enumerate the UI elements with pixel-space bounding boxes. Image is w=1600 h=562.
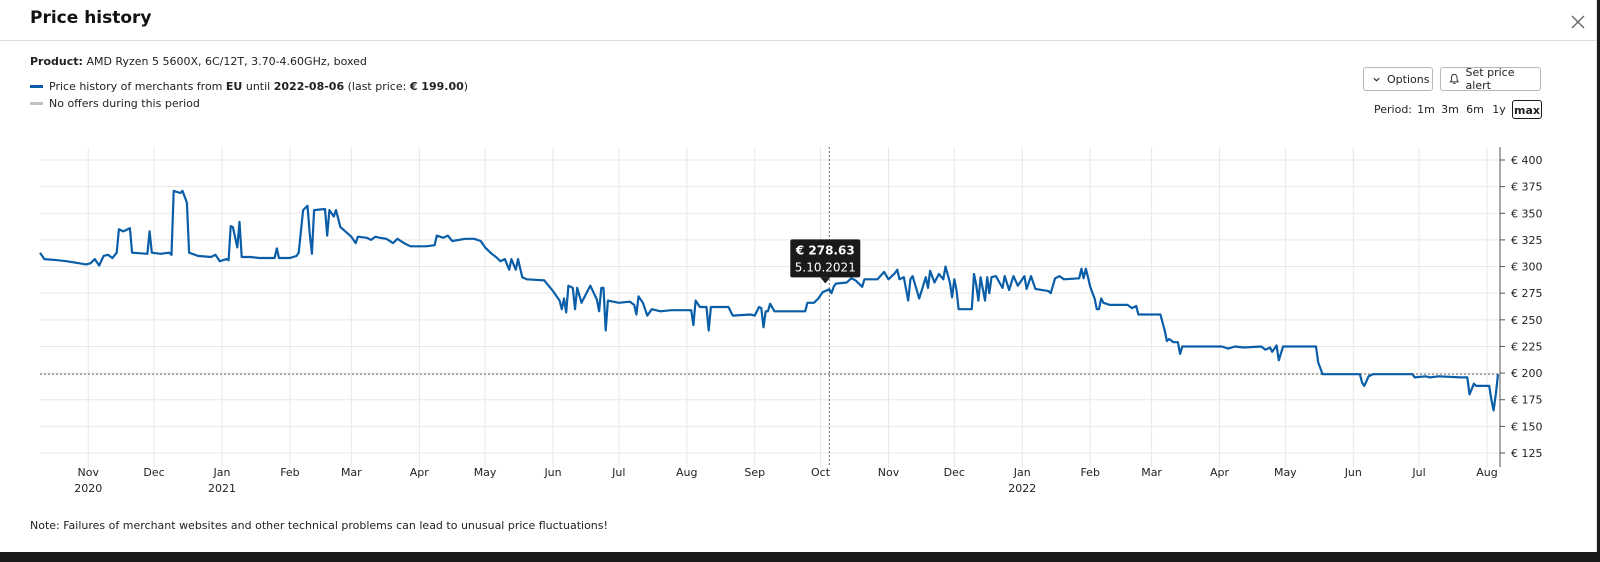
x-tick-year: 2022 [1008, 482, 1036, 495]
legend-last-price: € 199.00 [409, 80, 464, 93]
product-name: AMD Ryzen 5 5600X, 6C/12T, 3.70-4.60GHz,… [86, 55, 367, 68]
x-axis: Nov 2020 Dec Jan 2021 Feb Mar Apr May Jun Jul Aug Se… [74, 466, 1498, 495]
tooltip-date: 5.10.2021 [795, 260, 856, 274]
dialog-header: Price history [0, 0, 1596, 41]
legend-no-offers-label: No offers during this period [49, 97, 200, 110]
x-tick-label: Oct [811, 466, 831, 479]
legend-line-swatch [30, 84, 43, 88]
y-tick-label: € 125 [1511, 447, 1543, 460]
x-tick-label: Dec [143, 466, 164, 479]
y-tick-label: € 200 [1511, 367, 1543, 380]
legend-until-date: 2022-08-06 [273, 80, 345, 93]
series-line-eu [39, 189, 1500, 412]
set-price-alert-button[interactable]: Set price alert [1440, 66, 1541, 92]
y-tick-label: € 325 [1511, 234, 1543, 247]
tooltip-background [790, 239, 861, 278]
dialog-title: Price history [30, 8, 152, 28]
y-tick-label: € 400 [1511, 154, 1543, 167]
x-tick-label: Jun [1344, 466, 1362, 479]
x-tick-label: Jul [1411, 466, 1425, 479]
legend-price-history: Price history of merchants from EU until… [30, 80, 468, 93]
x-tick-label: Jan [212, 466, 230, 479]
hover-tooltip: € 278.63 5.10.2021 [790, 239, 861, 284]
close-icon[interactable] [1568, 12, 1588, 32]
alert-label: Set price alert [1465, 66, 1515, 92]
legend-last-price-suffix: ) [463, 80, 469, 93]
legend-history-prefix: Price history of merchants from [49, 80, 226, 93]
y-tick-label: € 300 [1511, 261, 1543, 274]
x-tick-label: Apr [1210, 466, 1230, 479]
x-tick-year: 2021 [208, 482, 236, 495]
y-tick-label: € 225 [1511, 340, 1543, 353]
y-tick-label: € 175 [1511, 394, 1543, 407]
x-tick-label: Feb [1080, 466, 1099, 479]
period-6m[interactable]: 6m [1466, 103, 1484, 116]
product-label: Product: [30, 55, 83, 68]
x-tick-label: Jun [543, 466, 561, 479]
options-label: Options [1387, 72, 1430, 86]
product-line: Product: AMD Ryzen 5 5600X, 6C/12T, 3.70… [30, 55, 367, 68]
x-tick-label: Jan [1013, 466, 1031, 479]
x-tick-label: Feb [280, 466, 299, 479]
legend-until-text: until [242, 80, 274, 93]
bell-icon [1449, 73, 1460, 84]
x-tick-label: Jul [611, 466, 625, 479]
period-1m[interactable]: 1m [1417, 103, 1435, 116]
period-3m[interactable]: 3m [1441, 103, 1459, 116]
legend-region: EU [225, 80, 243, 93]
x-tick-label: Mar [341, 466, 362, 479]
y-tick-label: € 150 [1511, 420, 1543, 433]
x-tick-label: Dec [944, 466, 965, 479]
legend-last-price-prefix: (last price: [344, 80, 410, 93]
chevron-down-icon [1373, 77, 1380, 82]
period-1y[interactable]: 1y [1492, 103, 1506, 116]
period-max[interactable]: max [1512, 100, 1542, 119]
period-label: Period: [1374, 103, 1413, 116]
y-tick-label: € 350 [1511, 207, 1543, 220]
x-tick-label: May [474, 466, 497, 479]
legend-no-offers: No offers during this period [30, 97, 200, 110]
x-tick-label: Sep [744, 466, 765, 479]
y-tick-label: € 275 [1511, 287, 1543, 300]
x-tick-label: Apr [410, 466, 430, 479]
price-series [39, 189, 1500, 412]
x-tick-label: May [1274, 466, 1297, 479]
y-tick-label: € 250 [1511, 314, 1543, 327]
x-tick-label: Mar [1141, 466, 1162, 479]
legend-no-offers-swatch [30, 101, 43, 105]
x-tick-label: Nov [878, 466, 900, 479]
x-tick-label: Aug [1476, 466, 1497, 479]
x-tick-label: Aug [676, 466, 697, 479]
x-tick-year: 2020 [74, 482, 102, 495]
tooltip-arrow [820, 277, 831, 284]
price-chart: € 400 € 375 € 350 € 325 € 300 € 275 € 250 € 225… [39, 147, 1543, 495]
options-button[interactable]: Options [1363, 67, 1433, 91]
y-tick-label: € 375 [1511, 181, 1543, 194]
footnote: Note: Failures of merchant websites and … [30, 519, 608, 532]
tooltip-price: € 278.63 [795, 243, 855, 257]
y-axis: € 400 € 375 € 350 € 325 € 300 € 275 € 250 € 225… [1499, 147, 1543, 467]
chart-grid [40, 147, 1500, 467]
x-tick-label: Nov [78, 466, 100, 479]
